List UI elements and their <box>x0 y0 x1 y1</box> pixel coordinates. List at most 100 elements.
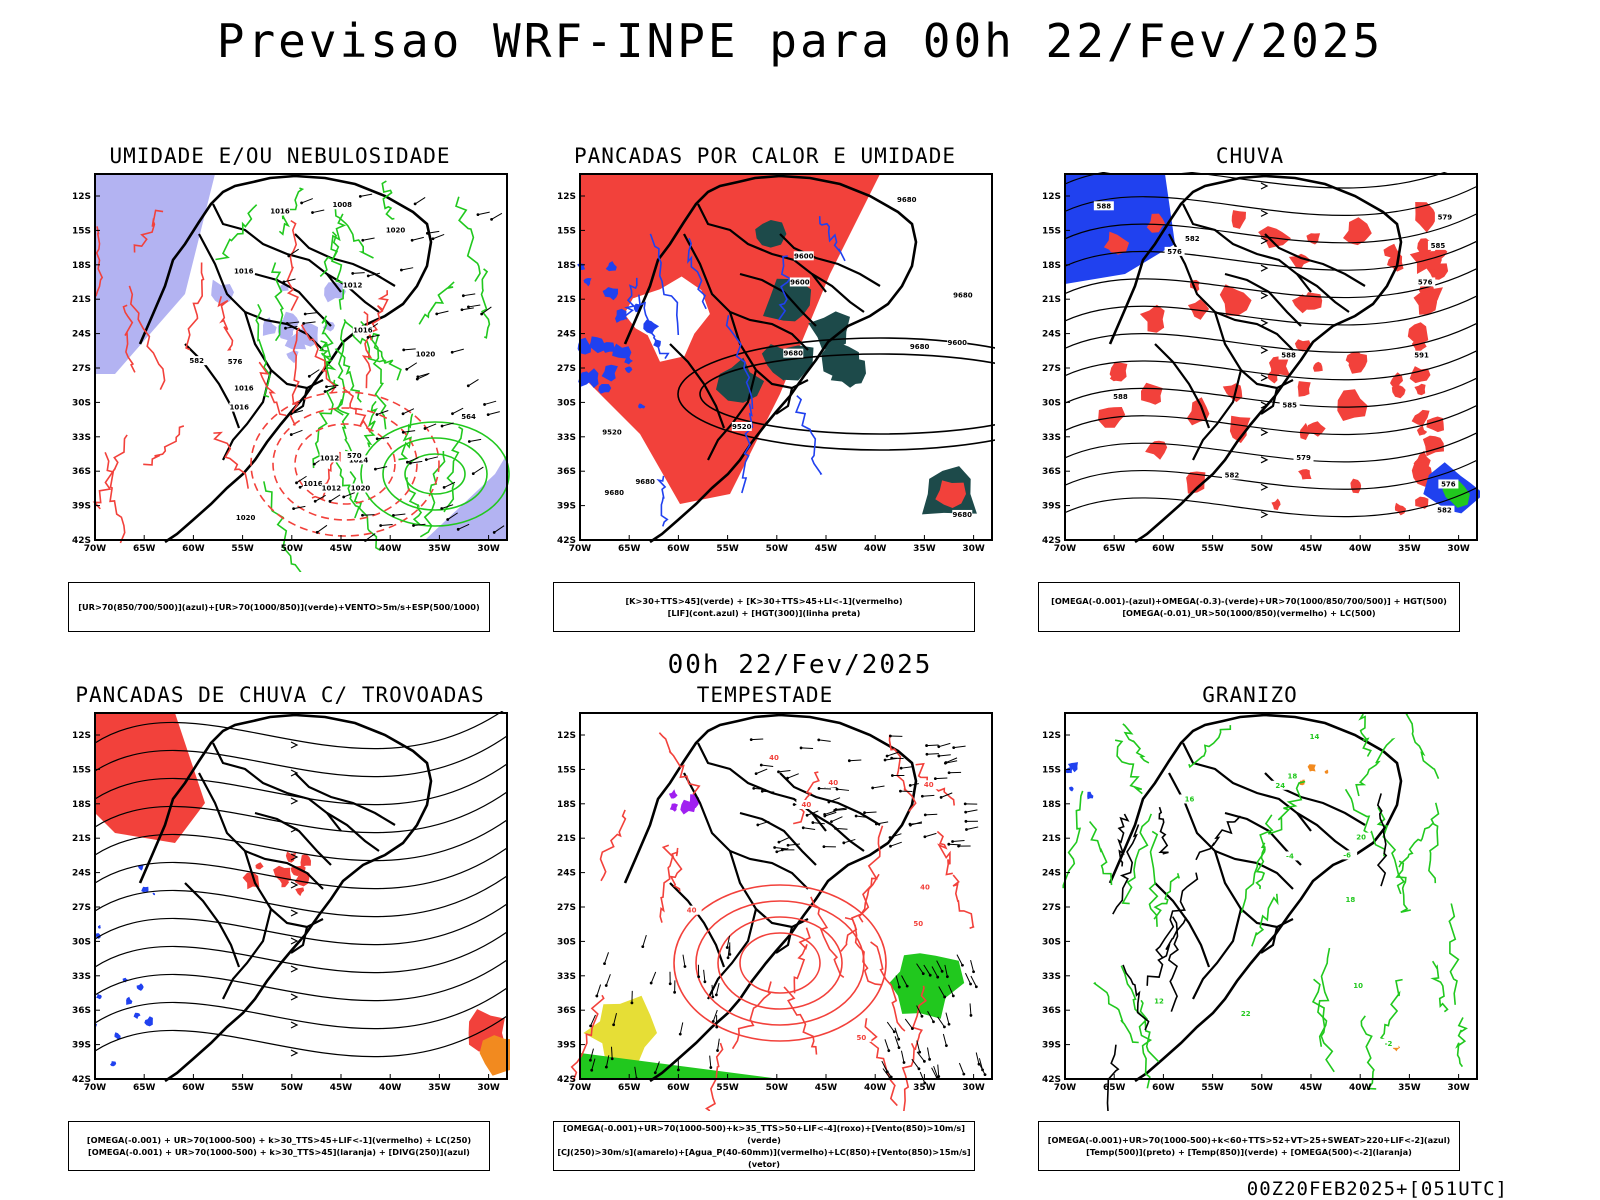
contour-line <box>1155 872 1199 959</box>
lon-tick-label: 35W <box>1398 1083 1421 1093</box>
lon-tick-label: 55W <box>231 1083 254 1093</box>
rain-area <box>1417 238 1432 254</box>
lat-tick-label: 21S <box>72 295 91 305</box>
contour-line <box>1240 814 1274 914</box>
contour-line <box>360 421 510 527</box>
lif-area <box>612 343 632 359</box>
border-line <box>1168 233 1294 351</box>
contour-label-bg <box>823 778 844 788</box>
lon-tick-label: 35W <box>913 544 936 554</box>
coastline <box>1108 713 1403 1083</box>
wind-vector <box>413 523 426 527</box>
contour-label-bg <box>344 451 365 461</box>
wind-vector-head <box>630 1001 634 1005</box>
lon-tick-label: 45W <box>1300 544 1323 554</box>
contour-line <box>336 399 354 455</box>
contour-line <box>1355 737 1396 797</box>
lon-tick-label: 65W <box>1103 544 1126 554</box>
contour-label-bg <box>458 412 479 422</box>
contour-label-bg <box>635 477 656 487</box>
wind-vector <box>942 1033 947 1046</box>
wind-vector-head <box>467 305 470 309</box>
contour-line <box>1398 822 1434 868</box>
contour-label: 40 <box>920 883 930 891</box>
jet-area <box>583 995 657 1064</box>
wind-vector-head <box>890 774 894 777</box>
wind-vector <box>864 811 877 814</box>
wind-vector-head <box>777 840 781 844</box>
contour-label: 9600 <box>794 252 814 260</box>
lon-tick-label: 65W <box>618 1083 641 1093</box>
storm-area <box>95 713 205 843</box>
contour-line <box>858 825 884 923</box>
wind-vector <box>403 348 416 351</box>
contour-label-bg <box>229 402 250 412</box>
contour-line <box>381 180 395 220</box>
wind-vector <box>834 808 847 811</box>
contour-line <box>215 204 258 261</box>
streamline <box>94 711 504 750</box>
contour-label-bg <box>235 513 256 523</box>
wind-vector-head <box>823 813 827 816</box>
border-line <box>1182 742 1312 832</box>
wind-vector-head <box>285 322 289 325</box>
wind-vector-head <box>351 272 355 275</box>
wind-vector-head <box>842 841 846 845</box>
wind-vector-head <box>375 437 379 441</box>
wind-vector <box>953 745 966 749</box>
rain-area <box>1229 415 1251 444</box>
wind-vector <box>945 760 958 764</box>
contour-line <box>213 431 249 489</box>
contour-line <box>1395 860 1411 913</box>
lif-area <box>615 308 627 323</box>
lat-tick-label: 21S <box>1042 834 1061 844</box>
hail-area <box>1064 767 1073 774</box>
rain-area <box>1186 397 1210 426</box>
streamline <box>1064 350 1478 381</box>
rain-area <box>1413 290 1438 315</box>
wind-vector-head <box>888 836 892 839</box>
wind-vector <box>778 769 791 773</box>
panel-legend: [OMEGA(-0.001)+UR>70(1000-500)+k>35_TTS>… <box>553 1121 975 1171</box>
contour-label: 1016 <box>230 404 250 412</box>
wind-vector <box>368 272 381 277</box>
rain-area <box>1350 478 1362 494</box>
wind-vector <box>812 822 825 825</box>
contour-label: 18 <box>1346 896 1356 904</box>
wind-vector <box>682 954 686 967</box>
wind-vector-head <box>678 1032 682 1036</box>
streamline <box>1064 185 1478 216</box>
wind-vector <box>958 1062 965 1075</box>
contour-line <box>143 425 185 466</box>
wind-vector-head <box>805 813 809 817</box>
rain-area <box>1258 226 1291 249</box>
contour-line <box>270 262 284 342</box>
streamline <box>94 791 508 834</box>
contour-label: 588 <box>1281 352 1296 360</box>
contour-label-bg <box>789 277 810 287</box>
contour-label-bg <box>1282 771 1303 781</box>
border-line <box>294 772 396 826</box>
border-line <box>728 311 809 390</box>
contour-label: 40 <box>687 907 697 915</box>
contour-label-bg <box>604 488 625 498</box>
contour-label: 582 <box>189 357 204 365</box>
panel-title: TEMPESTADE <box>696 683 834 707</box>
wind-vector-head <box>933 777 937 780</box>
wind-vector-head <box>401 430 405 434</box>
wind-vector-head <box>415 377 419 381</box>
divergence-area <box>97 925 101 929</box>
contour-line <box>480 268 491 339</box>
contour-line <box>810 896 845 979</box>
wind-vector <box>703 969 706 982</box>
wind-vector-head <box>366 335 370 339</box>
streamline-arrow <box>1260 346 1269 354</box>
rain-area <box>1292 294 1309 314</box>
lat-tick-label: 18S <box>1042 261 1061 271</box>
wind-vector-head <box>937 754 941 758</box>
wind-vector-head <box>972 970 975 974</box>
contour-label-bg <box>233 266 254 276</box>
contour-label: 1012 <box>322 485 342 493</box>
lat-tick-label: 36S <box>557 467 576 477</box>
wind-vector-head <box>897 1037 901 1041</box>
